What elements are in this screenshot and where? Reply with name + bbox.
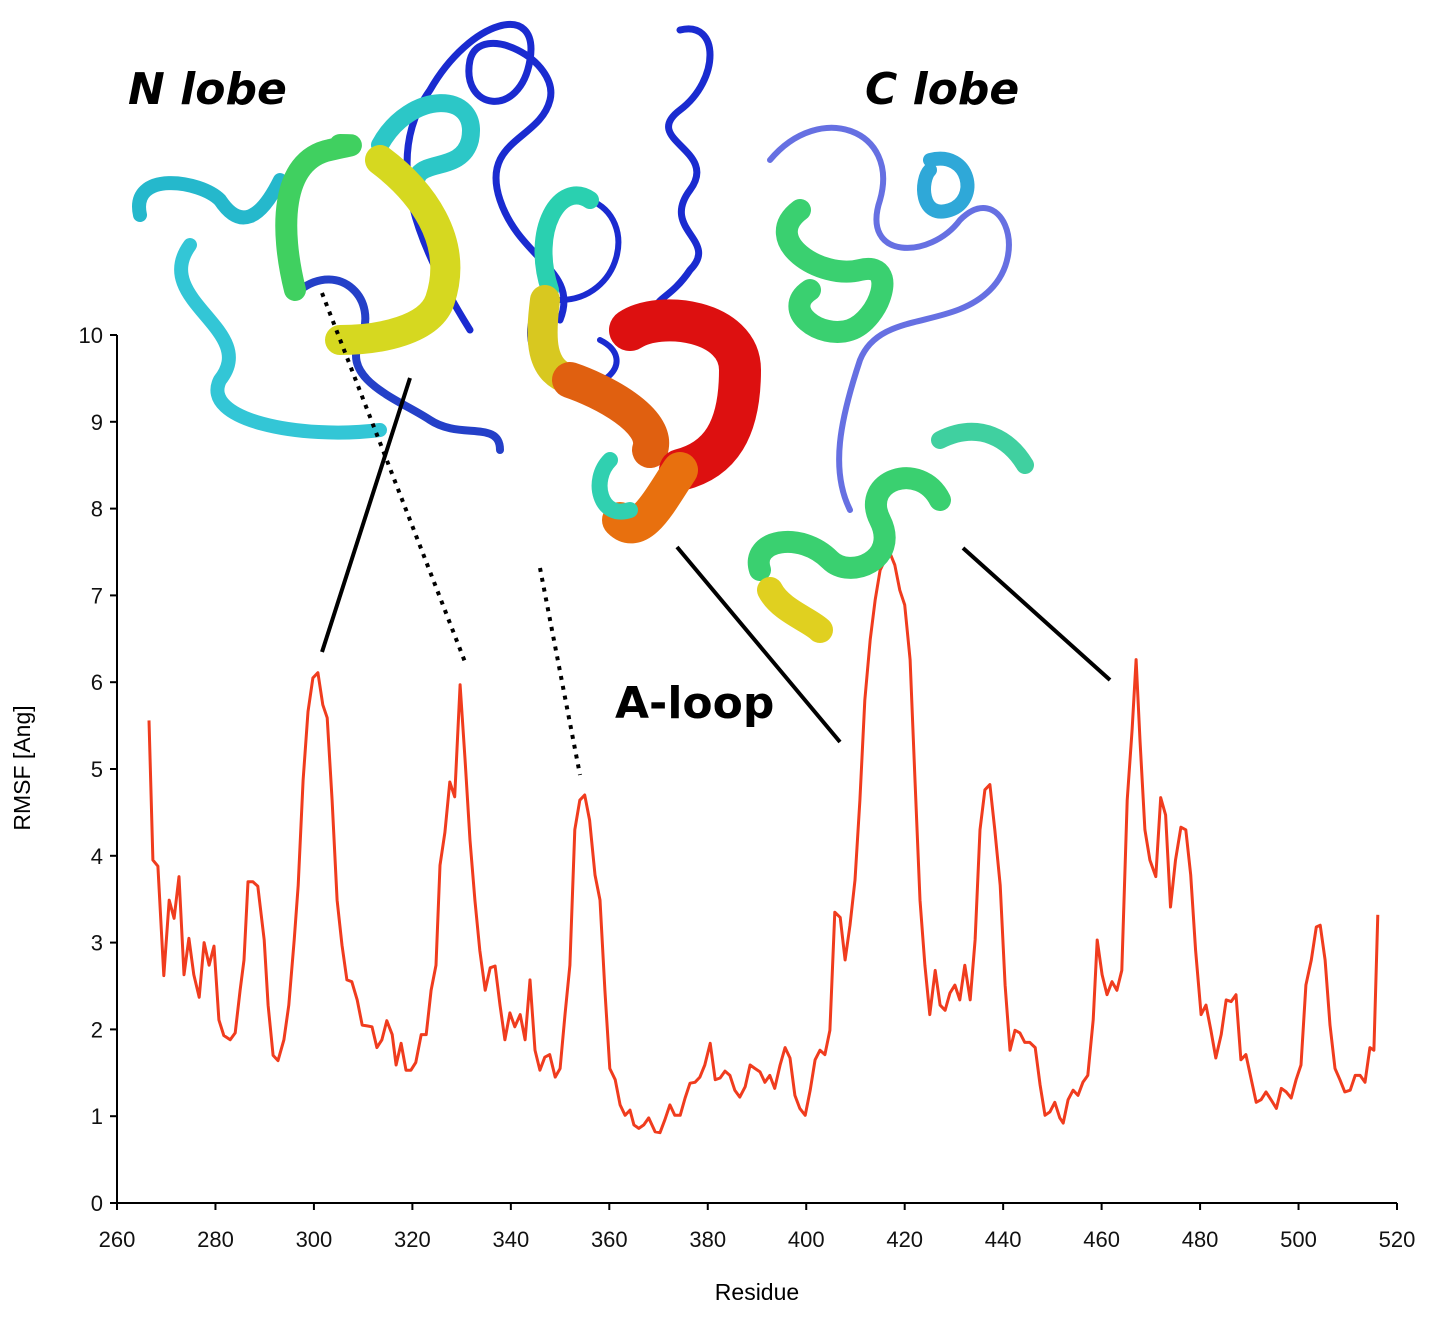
y-tick-label: 10 <box>79 323 103 348</box>
annotation: N lobe <box>128 64 287 115</box>
x-tick-label: 500 <box>1280 1227 1317 1252</box>
y-tick-label: 0 <box>91 1191 103 1216</box>
y-tick-label: 9 <box>91 410 103 435</box>
x-tick-label: 380 <box>689 1227 726 1252</box>
x-axis-label: Residue <box>715 1279 799 1305</box>
y-tick-label: 6 <box>91 670 103 695</box>
connector-line <box>675 545 842 744</box>
x-tick-label: 420 <box>886 1227 923 1252</box>
x-tick-label: 260 <box>99 1227 136 1252</box>
y-axis-label: RMSF [Ang] <box>9 705 35 830</box>
x-tick-label: 280 <box>197 1227 234 1252</box>
annotation: A-loop <box>615 678 774 729</box>
connector-line <box>320 377 412 653</box>
y-tick-label: 1 <box>91 1104 103 1129</box>
annotation: C lobe <box>865 64 1019 115</box>
axes: 0 1 2 3 4 5 6 7 8 9 10 260 280 300 320 340 360 380 400 420 4… <box>79 323 1416 1252</box>
y-tick-label: 2 <box>91 1017 103 1042</box>
x-tick-label: 320 <box>394 1227 431 1252</box>
x-tick-label: 300 <box>296 1227 333 1252</box>
y-tick-label: 8 <box>91 497 103 522</box>
connector-line <box>961 546 1112 682</box>
protein-structure <box>132 20 1034 643</box>
x-tick-label: 480 <box>1182 1227 1219 1252</box>
y-tick-label: 4 <box>91 844 103 869</box>
y-tick-label: 7 <box>91 583 103 608</box>
x-tick-label: 440 <box>985 1227 1022 1252</box>
connector-line <box>538 567 582 776</box>
annotation-connectors <box>320 292 1112 776</box>
x-tick-label: 340 <box>492 1227 529 1252</box>
x-tick-label: 460 <box>1083 1227 1120 1252</box>
x-tick-label: 360 <box>591 1227 628 1252</box>
x-tick-label: 400 <box>788 1227 825 1252</box>
data-line <box>147 551 1380 1135</box>
y-tick-label: 3 <box>91 931 103 956</box>
y-tick-label: 5 <box>91 757 103 782</box>
x-tick-label: 520 <box>1379 1227 1416 1252</box>
